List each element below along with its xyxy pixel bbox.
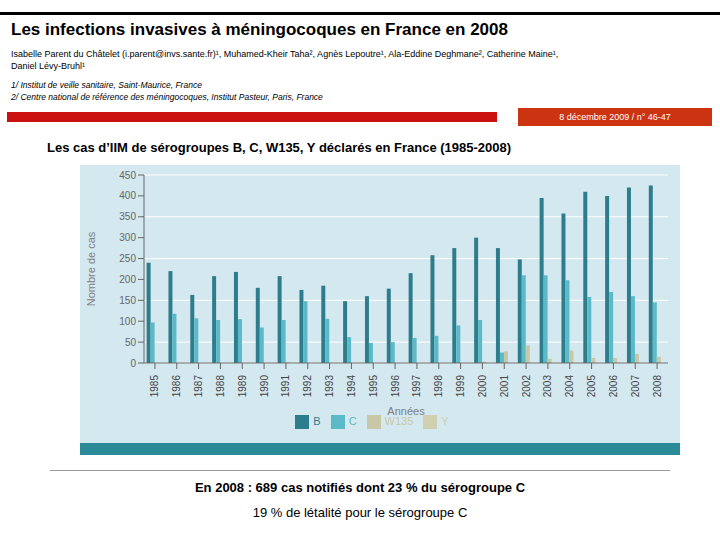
svg-text:2003: 2003 bbox=[542, 375, 553, 398]
html-text:B: B bbox=[313, 415, 321, 427]
html-text:2/ Centre national de référenc: 2/ Centre national de référence des méni… bbox=[11, 92, 323, 102]
html-text:Les infections invasives à mén: Les infections invasives à méningocoques… bbox=[11, 20, 508, 39]
svg-text:2007: 2007 bbox=[630, 375, 641, 398]
svg-text:300: 300 bbox=[119, 232, 136, 243]
svg-text:1999: 1999 bbox=[455, 375, 466, 398]
html-text:W135: W135 bbox=[384, 415, 414, 427]
svg-text:1998: 1998 bbox=[433, 375, 444, 398]
svg-text:50: 50 bbox=[125, 337, 137, 348]
svg-text:1990: 1990 bbox=[259, 375, 270, 398]
svg-text:2006: 2006 bbox=[608, 375, 619, 398]
html-text:Les cas d’IIM de sérogroupes B: Les cas d’IIM de sérogroupes B, C, W135,… bbox=[47, 140, 512, 155]
html-text:En 2008 : 689 cas notifiés don: En 2008 : 689 cas notifiés dont 23 % du … bbox=[194, 480, 526, 495]
svg-text:400: 400 bbox=[119, 190, 136, 201]
svg-text:2000: 2000 bbox=[477, 375, 488, 398]
svg-text:450: 450 bbox=[119, 170, 136, 181]
svg-text:1997: 1997 bbox=[411, 375, 422, 398]
html-text:19 % de létalité pour le sérog: 19 % de létalité pour le sérogroupe C bbox=[252, 505, 468, 520]
svg-text:1991: 1991 bbox=[280, 375, 291, 398]
svg-text:2002: 2002 bbox=[521, 375, 532, 398]
svg-text:1988: 1988 bbox=[215, 375, 226, 398]
svg-text:1989: 1989 bbox=[237, 375, 248, 398]
svg-text:1986: 1986 bbox=[171, 375, 182, 398]
svg-text:100: 100 bbox=[119, 316, 136, 327]
svg-text:200: 200 bbox=[119, 274, 136, 285]
svg-text:350: 350 bbox=[119, 211, 136, 222]
svg-text:1992: 1992 bbox=[302, 375, 313, 398]
svg-text:1987: 1987 bbox=[193, 375, 204, 398]
svg-text:2001: 2001 bbox=[499, 375, 510, 398]
html-text:1/ Institut de veille sanitair: 1/ Institut de veille sanitaire, Saint-M… bbox=[11, 80, 202, 90]
html-text:Isabelle Parent du Châtelet (i: Isabelle Parent du Châtelet (i.parent@in… bbox=[11, 49, 559, 71]
svg-text:2004: 2004 bbox=[564, 375, 575, 398]
svg-text:1994: 1994 bbox=[346, 375, 357, 398]
svg-text:1996: 1996 bbox=[390, 375, 401, 398]
svg-text:0: 0 bbox=[130, 358, 136, 369]
svg-text:2005: 2005 bbox=[586, 375, 597, 398]
html-text:8 décembre 2009 / n° 46-47: 8 décembre 2009 / n° 46-47 bbox=[559, 112, 671, 122]
svg-text:250: 250 bbox=[119, 253, 136, 264]
svg-text:1985: 1985 bbox=[149, 375, 160, 398]
svg-text:Nombre de cas: Nombre de cas bbox=[85, 231, 97, 306]
svg-text:1993: 1993 bbox=[324, 375, 335, 398]
html-text:Y: Y bbox=[441, 415, 449, 427]
svg-text:Années: Années bbox=[387, 405, 425, 417]
svg-text:2008: 2008 bbox=[652, 375, 663, 398]
html-text:C: C bbox=[348, 415, 357, 427]
svg-text:150: 150 bbox=[119, 295, 136, 306]
svg-text:1995: 1995 bbox=[368, 375, 379, 398]
